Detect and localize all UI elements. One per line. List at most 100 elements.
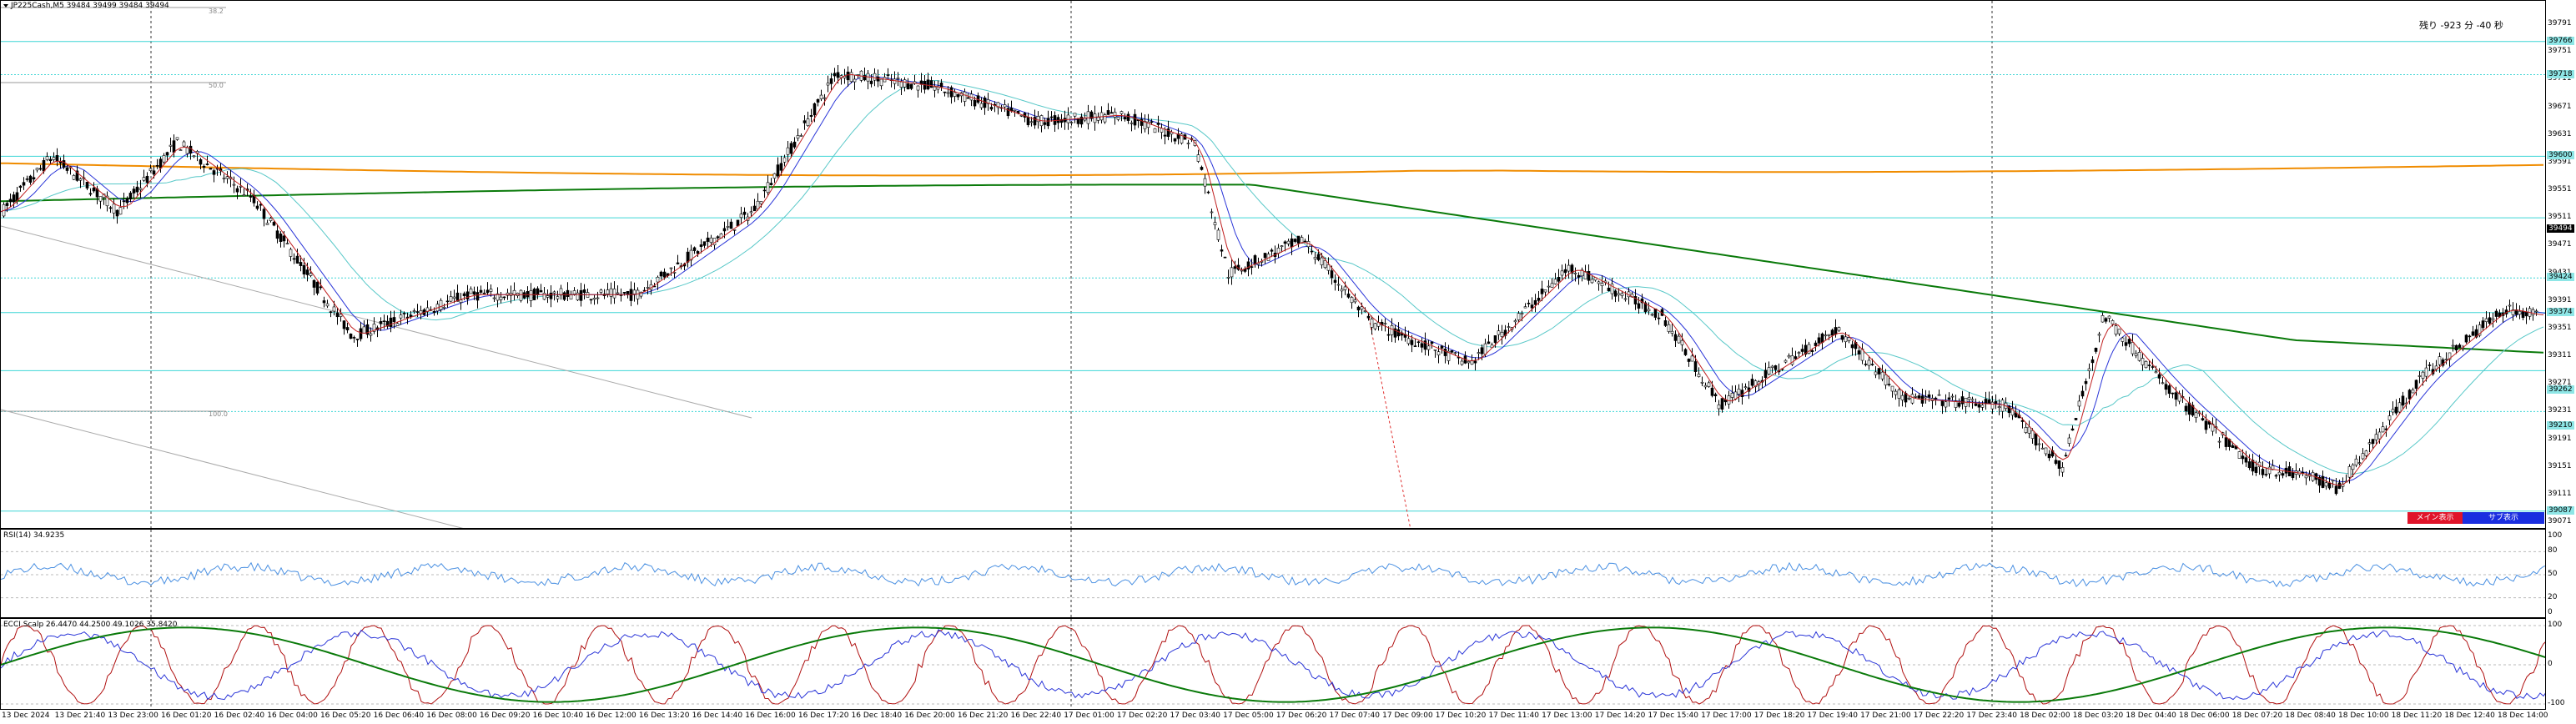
candle-body [1366,315,1371,319]
candle-body [15,192,19,201]
candle-body [1643,302,1648,313]
candle-body [455,292,460,302]
candle-body [2074,418,2078,420]
candle-body [172,140,176,153]
chevron-down-icon[interactable] [3,3,8,8]
candle-body [799,135,803,137]
main-chart-pane[interactable] [0,0,2546,529]
price-axis[interactable] [2546,0,2576,710]
main-display-button[interactable]: メイン表示 [2407,512,2463,524]
candle-body [816,98,820,103]
candle-body [2411,390,2415,394]
rsi-axis-label: 20 [2548,592,2558,601]
candle-body [1310,250,1314,253]
candle-body [2107,315,2111,319]
candle-body [92,187,96,192]
candle-body [669,267,673,269]
candle-body [152,170,156,175]
candle-body [552,291,556,294]
candle-body [405,316,410,319]
candle-body [442,306,446,309]
bar-countdown: 残り -923 分 -40 秒 [2419,20,2503,31]
candle-body [1263,253,1267,259]
candle-body [2034,433,2038,446]
candle-body [1210,211,1214,214]
candle-body [1433,349,1437,351]
candle-body [886,74,890,76]
candle-body [2334,485,2338,495]
rsi-pane[interactable] [0,529,2546,618]
candle-body [2261,469,2265,475]
candle-body [2184,405,2188,412]
candle-body [1530,304,1534,309]
candle-body [2534,310,2538,313]
candle-body [1320,257,1324,265]
candle-body [2007,405,2011,414]
ma-fast-line [1,75,2545,483]
time-axis-label: 18 Dec 06:00 [2179,711,2230,720]
time-axis-label: 16 Dec 02:40 [214,711,265,720]
price-chart-canvas[interactable] [1,1,2546,529]
price-axis-label: 39391 [2548,295,2572,304]
candle-body [1700,381,1704,384]
price-axis-label: 39151 [2548,461,2572,470]
candle-body [185,147,189,154]
candle-body [1373,323,1377,329]
cci-pane[interactable] [0,618,2546,710]
candle-body [1834,327,1838,335]
candle-body [2458,344,2462,348]
candle-body [2174,392,2178,400]
time-axis-label: 16 Dec 10:40 [532,711,584,720]
candle-body [1850,344,1854,349]
fib-label: 100.0 [209,410,228,418]
ma-short-red-line [1,73,2544,486]
candle-body [819,94,823,99]
candle-body [1650,314,1654,316]
time-axis-label: 16 Dec 01:20 [160,711,212,720]
candle-body [2381,426,2385,433]
candle-body [175,137,179,140]
candle-body [616,292,620,294]
candle-body [302,264,306,275]
candle-body [2020,420,2025,422]
candle-body [2027,426,2031,434]
candle-body [542,293,546,300]
time-axis-label: 16 Dec 17:20 [797,711,849,720]
candle-body [1246,261,1250,269]
rsi-canvas [1,530,2545,617]
candle-body [1617,293,1621,295]
candle-body [202,165,206,168]
time-axis-label: 13 Dec 21:40 [54,711,106,720]
candle-body [199,158,203,165]
candle-body [1213,222,1217,225]
candle-body [536,288,540,295]
candle-body [325,303,330,307]
candle-body [1900,395,1904,400]
candle-body [1543,289,1547,293]
time-axis-label: 17 Dec 18:20 [1753,711,1805,720]
candle-body [796,135,800,139]
candle-body [2304,475,2308,479]
candle-body [359,328,363,339]
candle-body [739,214,743,219]
candle-body [1797,352,1801,354]
candle-body [706,237,710,242]
candle-body [25,178,29,180]
candle-body [486,289,490,294]
sub-display-button[interactable]: サブ表示 [2463,512,2544,524]
candle-body [395,323,400,326]
candle-body [2114,325,2118,334]
symbol-line: JP225Cash,M5 39484 39499 39484 39494 [11,2,169,10]
candle-body [282,235,286,242]
time-axis[interactable]: 13 Dec 2024 13 Dec 21:40 13 Dec 23:00 16 De… [0,710,2548,724]
candle-body [1774,365,1778,370]
candle-body [1336,284,1341,286]
candle-body [2124,342,2128,346]
candle-body [1687,359,1691,362]
candle-body [639,291,643,297]
price-axis-label: 39271 [2548,379,2572,388]
candle-body [1640,298,1644,304]
candle-body [732,229,737,231]
candle-body [1440,345,1444,349]
candle-body [335,312,340,318]
